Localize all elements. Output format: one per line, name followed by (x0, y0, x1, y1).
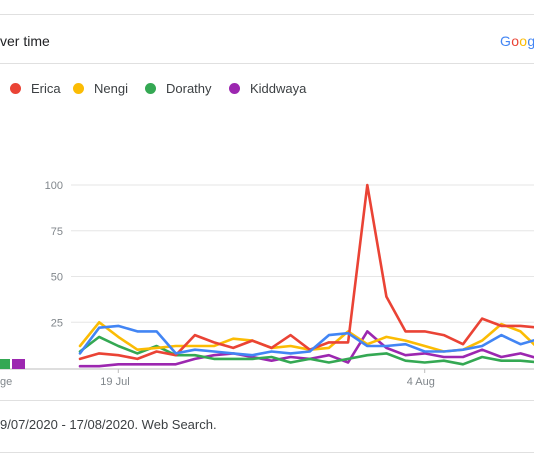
series-layer (78, 183, 534, 368)
series-dot-icon (73, 83, 84, 94)
bottom-divider (0, 452, 534, 453)
chart-title: ver time (0, 33, 50, 49)
legend-item-nengi[interactable]: Nengi (73, 81, 128, 96)
legend-item-kiddwaya[interactable]: Kiddwaya (229, 81, 306, 96)
average-label: ge (0, 376, 12, 388)
legend-item-erica[interactable]: Erica (10, 81, 61, 96)
series-dot-icon (145, 83, 156, 94)
series-line-unnamed (78, 324, 534, 357)
x-tick-label: 4 Aug (407, 376, 435, 388)
y-tick-label: 75 (51, 226, 63, 238)
footer-caption: 9/07/2020 - 17/08/2020. Web Search. (0, 417, 217, 432)
legend-label: Kiddwaya (250, 81, 307, 96)
series-line-dorathy (78, 335, 534, 366)
title-divider (0, 63, 534, 64)
y-tick-label: 100 (45, 180, 63, 192)
tick-labels: 25 50 75 100 19 Jul 4 Aug (45, 180, 435, 388)
average-bar-kiddwaya (12, 359, 25, 369)
line-chart: ge 25 50 75 100 19 Jul 4 Aug (0, 180, 534, 388)
y-tick-label: 50 (51, 272, 63, 284)
x-tick-label: 19 Jul (100, 376, 129, 388)
top-divider (0, 14, 534, 15)
google-logo: Goog (500, 33, 534, 49)
series-dot-icon (10, 83, 21, 94)
series-line-nengi (78, 320, 534, 353)
series-line-erica (78, 183, 534, 361)
legend-label: Erica (31, 81, 61, 96)
average-bar-dorathy (0, 359, 10, 369)
legend-label: Nengi (94, 81, 128, 96)
legend-label: Dorathy (166, 81, 212, 96)
legend-item-dorathy[interactable]: Dorathy (145, 81, 212, 96)
average-bars: ge (0, 359, 25, 388)
footer-divider (0, 400, 534, 401)
y-tick-label: 25 (51, 317, 63, 329)
series-dot-icon (229, 83, 240, 94)
grid-layer (0, 184, 534, 370)
